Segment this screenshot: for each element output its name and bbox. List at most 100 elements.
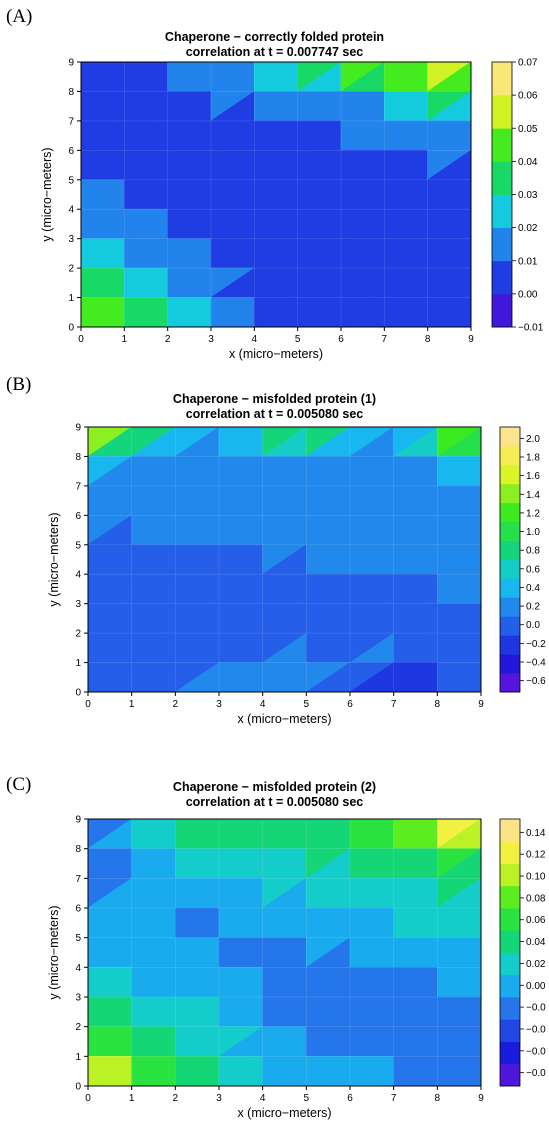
x-tick-label: 6 [347, 1093, 353, 1104]
colorbar [499, 818, 521, 1087]
contour-field [87, 818, 482, 1087]
x-tick-label: 3 [216, 1093, 222, 1104]
colorbar-segment [500, 616, 520, 636]
colorbar-segment [500, 997, 520, 1020]
y-tick-label: 1 [75, 658, 81, 669]
y-tick-label: 4 [68, 205, 74, 216]
x-tick-label: 1 [129, 699, 135, 710]
y-tick-label: 3 [75, 993, 81, 1004]
y-tick-label: 7 [75, 481, 81, 492]
y-tick-label: 7 [68, 116, 74, 127]
colorbar-segment [500, 819, 520, 842]
x-tick-label: 9 [478, 699, 484, 710]
y-tick-label: 5 [68, 175, 74, 186]
colorbar-segment [500, 673, 520, 693]
chart-title-line2: correlation at t = 0.005080 sec [185, 795, 364, 809]
x-tick-label: 4 [260, 699, 266, 710]
plot-frame [87, 818, 482, 1087]
x-tick-label: 9 [468, 334, 474, 345]
colorbar-tick-label: 0.10 [526, 872, 546, 883]
colorbar-tick-label: 0.6 [526, 564, 540, 575]
colorbar-tick-label: 0.05 [518, 124, 538, 135]
colorbar-segment [500, 952, 520, 976]
colorbar-tick-label: 0.8 [526, 546, 540, 557]
colorbar-segment [500, 930, 520, 953]
y-tick-label: 0 [75, 688, 81, 699]
y-tick-label: 6 [75, 511, 81, 522]
y-tick-label: 3 [68, 234, 74, 245]
colorbar-tick-label: 0.03 [518, 190, 538, 201]
colorbar-tick-label: 0.02 [526, 959, 546, 970]
colorbar-segment [500, 597, 520, 617]
x-tick-label: 5 [304, 699, 310, 710]
colorbar [499, 426, 521, 693]
colorbar-segment [492, 161, 512, 195]
colorbar-segment [492, 260, 512, 295]
x-tick-label: 7 [391, 1093, 397, 1104]
colorbar-segment [500, 841, 520, 864]
x-tick-label: 3 [208, 334, 214, 345]
panel-label: (B) [6, 374, 32, 395]
y-tick-label: 1 [68, 293, 74, 304]
colorbar-tick-label: −0.0 [526, 1046, 546, 1057]
colorbar-segment [492, 95, 512, 129]
colorbar-tick-label: 0.00 [526, 981, 546, 992]
chart-title-line2: correlation at t = 0.007747 sec [185, 45, 364, 59]
x-tick-label: 6 [347, 699, 353, 710]
chart-title-line1: Chaperone − misfolded protein (2) [172, 780, 377, 794]
x-tick-label: 1 [122, 334, 128, 345]
colorbar-tick-label: −0.2 [526, 639, 546, 650]
x-tick-label: 9 [478, 1093, 484, 1104]
chart-title-line2: correlation at t = 0.005080 sec [185, 407, 364, 421]
colorbar-tick-label: 1.2 [526, 508, 540, 519]
x-tick-label: 4 [260, 1093, 266, 1104]
x-tick-label: 3 [216, 699, 222, 710]
y-tick-label: 8 [68, 87, 74, 98]
x-tick-label: 7 [382, 334, 388, 345]
colorbar-tick-label: −0.01 [518, 323, 544, 334]
y-tick-label: 2 [68, 264, 74, 275]
colorbar-tick-label: 1.6 [526, 471, 540, 482]
colorbar-segment [500, 1019, 520, 1042]
colorbar-segment [500, 908, 520, 931]
plot-frame [80, 61, 472, 328]
x-tick-label: 0 [78, 334, 84, 345]
y-tick-label: 9 [75, 423, 81, 434]
chart-title-line1: Chaperone − misfolded protein (1) [172, 392, 377, 406]
y-tick-label: 6 [75, 904, 81, 915]
panel-a: (A) Chaperone − correctly folded protein… [0, 0, 549, 362]
colorbar-segment [500, 578, 520, 598]
colorbar [491, 61, 513, 328]
colorbar-tick-label: 2.0 [526, 434, 540, 445]
x-tick-label: 2 [173, 1093, 179, 1104]
colorbar-segment [500, 445, 520, 466]
colorbar-tick-label: −0.6 [526, 676, 546, 687]
colorbar-segment [492, 227, 512, 262]
colorbar-segment [500, 464, 520, 485]
panel-b: (B) Chaperone − misfolded protein (1) co… [0, 360, 549, 740]
colorbar-tick-label: 1.8 [526, 452, 540, 463]
x-tick-label: 7 [391, 699, 397, 710]
colorbar-tick-label: −0.0 [526, 1068, 546, 1079]
x-axis-label: x (micro−meters) [229, 347, 323, 361]
x-tick-label: 0 [85, 1093, 91, 1104]
colorbar-segment [500, 654, 520, 674]
colorbar-segment [500, 863, 520, 887]
colorbar-segment [492, 62, 512, 96]
y-tick-label: 2 [75, 629, 81, 640]
colorbar-tick-label: 0.06 [526, 915, 546, 926]
plot-frame [87, 426, 482, 693]
y-tick-label: 5 [75, 933, 81, 944]
colorbar-tick-label: 0.0 [526, 620, 540, 631]
panel-label: (A) [6, 6, 33, 27]
y-tick-label: 4 [75, 963, 81, 974]
panel-label: (C) [6, 774, 32, 795]
colorbar-tick-label: 0.04 [518, 157, 538, 168]
colorbar-tick-label: 0.07 [518, 58, 538, 69]
colorbar-segment [500, 885, 520, 909]
contour-chart-a: 0 1 2 3 4 5 6 7 8 9 0 1 2 3 4 5 6 7 8 9 x (micro−meters) y (m… [40, 58, 544, 362]
x-tick-label: 5 [304, 1093, 310, 1104]
colorbar-tick-label: 1.0 [526, 527, 540, 538]
colorbar-tick-label: 0.01 [518, 256, 538, 267]
chart-title-line1: Chaperone − correctly folded protein [164, 30, 385, 44]
